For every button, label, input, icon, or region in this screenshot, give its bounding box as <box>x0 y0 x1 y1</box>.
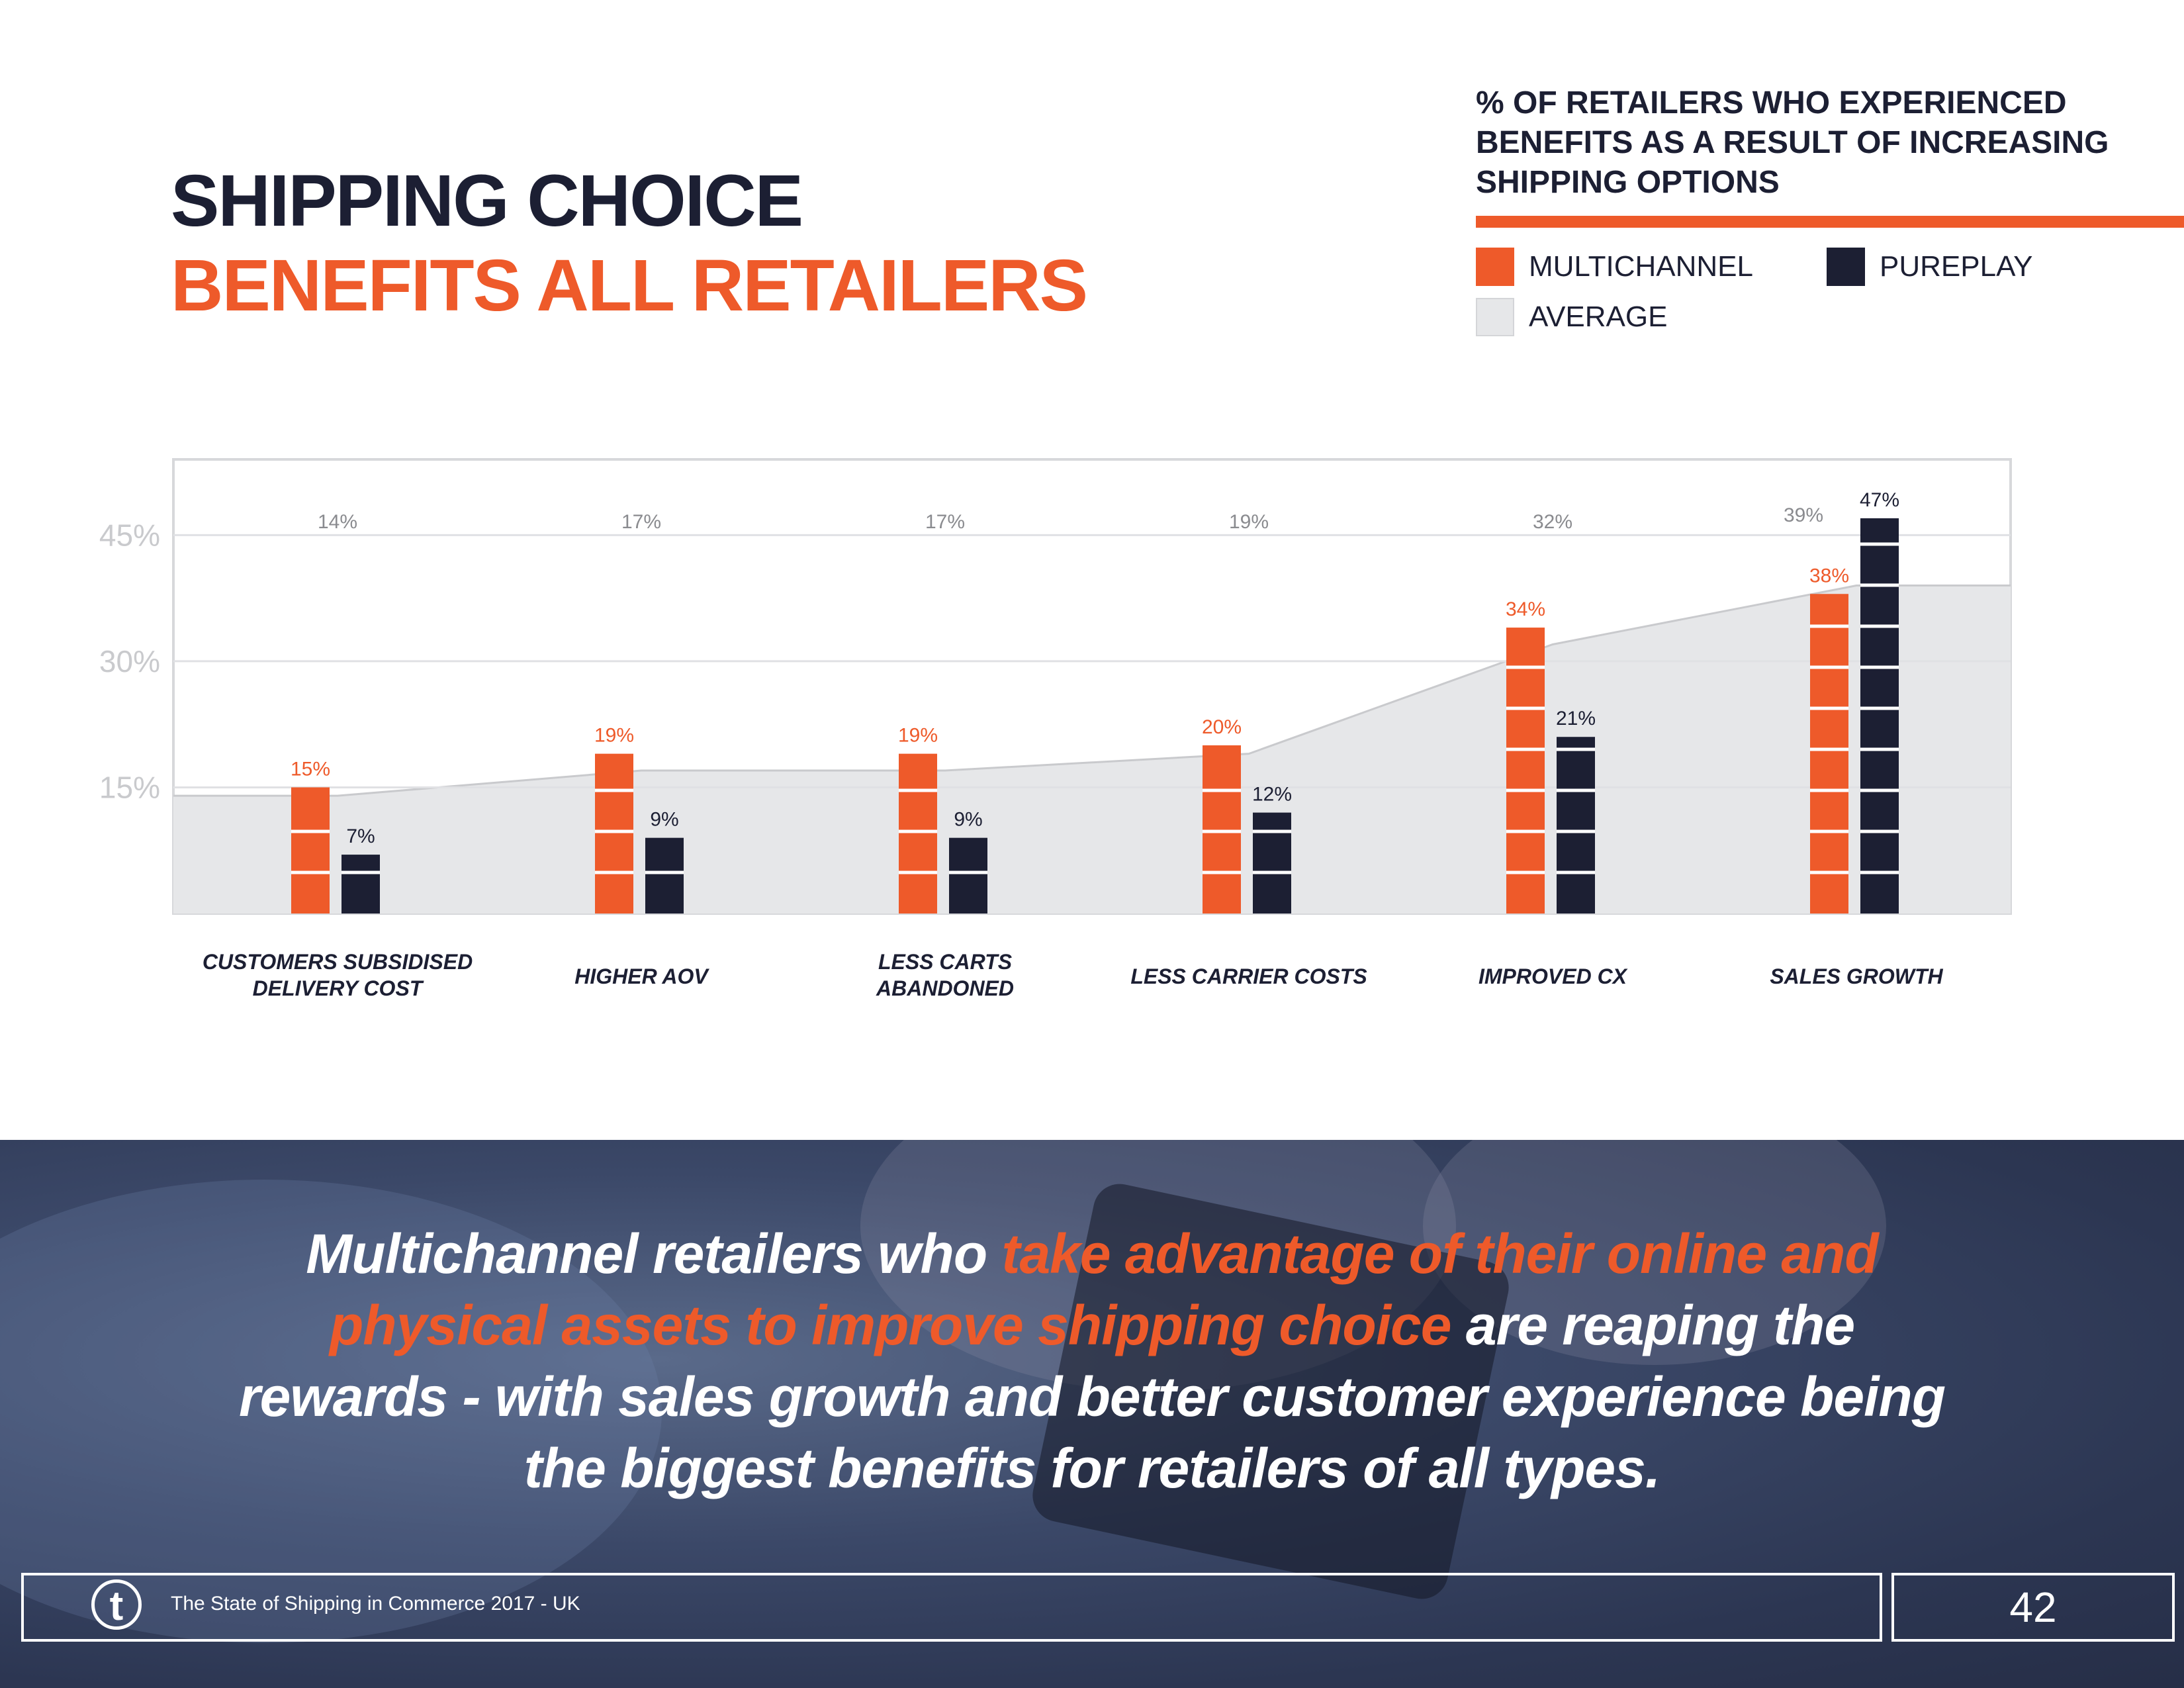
data-label-multichannel: 20% <box>1202 716 1242 738</box>
legend-swatch-pureplay <box>1827 248 1865 286</box>
bar-pureplay <box>949 837 987 914</box>
legend-swatch-average <box>1476 298 1514 336</box>
legend-item-average: AVERAGE <box>1476 298 1667 336</box>
bar-multichannel <box>899 753 937 914</box>
legend-label-average: AVERAGE <box>1529 301 1668 333</box>
page-number: 42 <box>1891 1573 2175 1642</box>
data-label-multichannel: 15% <box>291 758 330 780</box>
footer-bar <box>21 1573 1882 1642</box>
accent-divider <box>1476 216 2184 228</box>
quote-highlight: take advantage of their online and physi… <box>329 1223 1879 1356</box>
footer-text: The State of Shipping in Commerce 2017 -… <box>171 1593 580 1615</box>
y-tick-label: 15% <box>99 770 160 804</box>
data-label-multichannel: 19% <box>594 725 634 747</box>
average-line <box>173 585 2011 797</box>
legend-swatch-multichannel <box>1476 248 1514 286</box>
data-label-pureplay: 9% <box>954 809 982 831</box>
bar-multichannel <box>1810 594 1848 914</box>
x-axis-category-label: IMPROVED CX <box>1479 964 1628 988</box>
data-label-average: 17% <box>925 511 965 533</box>
x-axis-category-label: LESS CARRIER COSTS <box>1130 964 1367 988</box>
x-axis-category-label: DELIVERY COST <box>253 976 424 1000</box>
x-axis-category-label: HIGHER AOV <box>574 964 709 988</box>
page-title-line1: SHIPPING CHOICE <box>171 160 803 242</box>
bar-chart: 15% 30% 45% 15% 7% 14% CUSTOMERS SUBSIDISEDDEL… <box>99 458 2012 1000</box>
bar-multichannel <box>1203 745 1241 914</box>
x-axis-category-label: LESS CARTS <box>878 950 1013 974</box>
data-label-average: 14% <box>318 511 357 533</box>
data-label-pureplay: 9% <box>650 809 678 831</box>
bar-multichannel <box>291 787 330 914</box>
legend-item-pureplay: PUREPLAY <box>1827 248 2033 286</box>
bar-pureplay <box>645 837 684 914</box>
data-label-multichannel: 34% <box>1506 598 1545 620</box>
bar-pureplay <box>1860 518 1899 914</box>
data-label-average: 19% <box>1229 511 1269 533</box>
x-axis-category-label: SALES GROWTH <box>1770 964 1943 988</box>
bar-pureplay <box>341 855 380 914</box>
bar-multichannel <box>595 753 633 914</box>
data-label-average: 32% <box>1533 511 1572 533</box>
brand-logo-icon: t <box>91 1579 142 1630</box>
bar-pureplay <box>1253 812 1291 914</box>
bar-multichannel <box>1506 628 1545 914</box>
legend-label-multichannel: MULTICHANNEL <box>1529 250 1754 283</box>
data-label-pureplay: 12% <box>1252 784 1292 806</box>
data-label-average: 17% <box>621 511 661 533</box>
y-tick-label: 30% <box>99 644 160 679</box>
data-label-pureplay: 47% <box>1860 489 1899 511</box>
bar-pureplay <box>1557 737 1595 914</box>
data-label-multichannel: 19% <box>898 725 938 747</box>
data-label-multichannel: 38% <box>1809 565 1849 586</box>
y-tick-label: 45% <box>99 518 160 552</box>
x-axis-category-label: ABANDONED <box>876 976 1014 1000</box>
quote-text-end: are reaping the rewards - with sales gro… <box>238 1294 1946 1499</box>
quote-text-start: Multichannel retailers who <box>306 1223 1002 1285</box>
legend-item-multichannel: MULTICHANNEL <box>1476 248 1753 286</box>
x-axis-category-label: CUSTOMERS SUBSIDISED <box>203 950 473 974</box>
data-label-average: 39% <box>1784 504 1823 526</box>
chart-title: % OF RETAILERS WHO EXPERIENCED BENEFITS … <box>1476 85 2109 200</box>
data-label-pureplay: 21% <box>1556 708 1596 729</box>
legend-label-pureplay: PUREPLAY <box>1880 250 2033 283</box>
pull-quote: Multichannel retailers who take advantag… <box>232 1218 1952 1504</box>
data-label-pureplay: 7% <box>346 825 375 847</box>
hero-background-photo <box>0 1140 2184 1688</box>
page-title-line2: BENEFITS ALL RETAILERS <box>171 245 1088 326</box>
